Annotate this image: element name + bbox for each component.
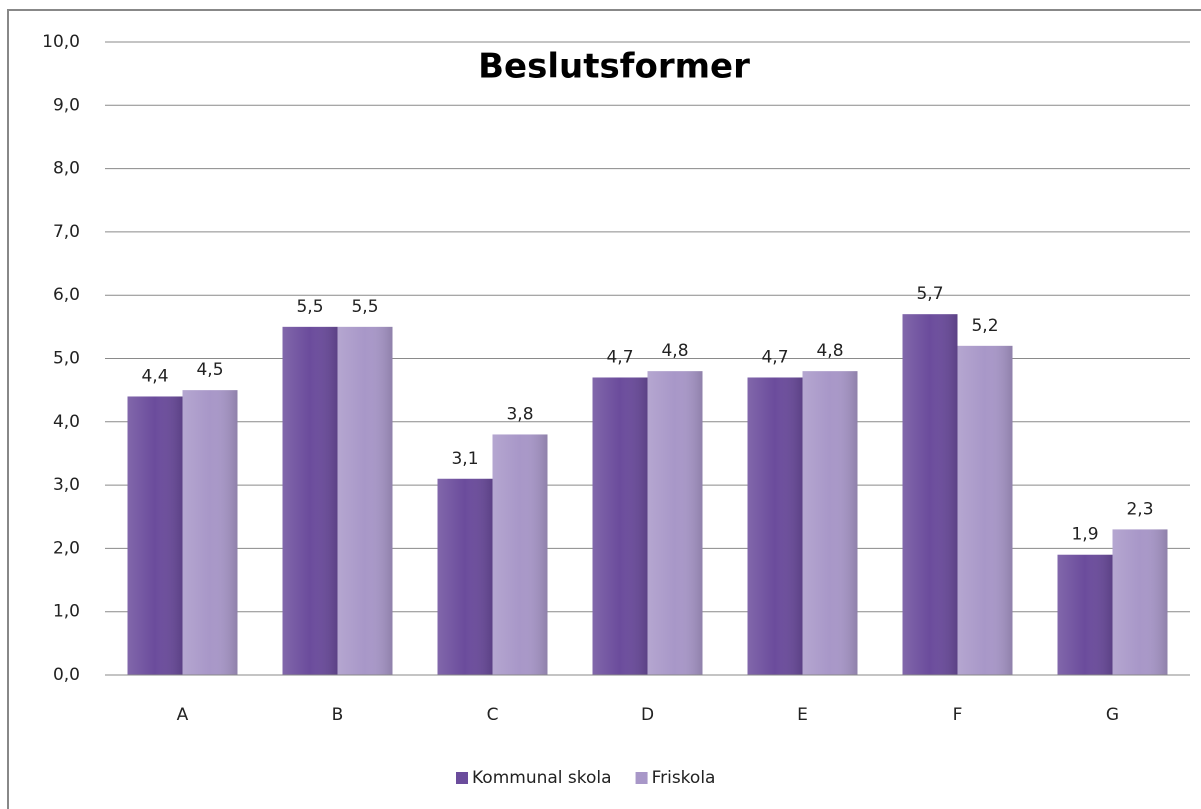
value-label: 4,8 — [661, 341, 688, 361]
y-tick-label: 7,0 — [53, 222, 80, 242]
y-tick-label: 6,0 — [53, 285, 80, 305]
y-tick-label: 9,0 — [53, 95, 80, 115]
value-label: 4,7 — [761, 347, 788, 367]
bar-shade — [337, 326, 393, 675]
value-label: 4,7 — [606, 347, 633, 367]
y-tick-label: 1,0 — [53, 602, 80, 622]
legend-label: Kommunal skola — [472, 768, 612, 788]
x-tick-label: D — [641, 705, 654, 725]
bar-shade — [592, 377, 648, 675]
y-tick-label: 2,0 — [53, 538, 80, 558]
bar-shade — [647, 371, 703, 675]
x-tick-label: G — [1106, 705, 1119, 725]
x-tick-label: A — [177, 705, 189, 725]
value-label: 5,5 — [351, 297, 378, 317]
value-label: 1,9 — [1071, 525, 1098, 545]
bar-shade — [492, 434, 548, 675]
bar-shade — [282, 326, 338, 675]
value-label: 2,3 — [1126, 499, 1153, 519]
value-label: 5,2 — [971, 316, 998, 336]
y-tick-label: 3,0 — [53, 475, 80, 495]
bar-shade — [802, 371, 858, 675]
value-label: 5,7 — [916, 284, 943, 304]
value-label: 4,4 — [141, 366, 168, 386]
legend-swatch — [635, 772, 648, 784]
bar-shade — [902, 314, 958, 675]
x-tick-label: C — [487, 705, 499, 725]
y-tick-label: 5,0 — [53, 349, 80, 369]
value-label: 5,5 — [296, 297, 323, 317]
y-tick-label: 0,0 — [53, 665, 80, 685]
value-label: 3,1 — [451, 449, 478, 469]
y-tick-label: 10,0 — [42, 32, 80, 52]
legend-swatch — [456, 772, 468, 784]
x-tick-label: E — [797, 705, 808, 725]
value-label: 4,5 — [196, 360, 223, 380]
y-tick-label: 4,0 — [53, 412, 80, 432]
bar-shade — [1112, 529, 1168, 675]
value-label: 3,8 — [506, 404, 533, 424]
bar-shade — [957, 345, 1013, 675]
bar-shade — [747, 377, 803, 675]
x-tick-label: F — [953, 705, 963, 725]
bar-shade — [182, 390, 238, 675]
bar-shade — [1057, 554, 1113, 675]
y-tick-label: 8,0 — [53, 159, 80, 179]
bar-shade — [437, 478, 493, 675]
legend-label: Friskola — [652, 768, 716, 788]
value-label: 4,8 — [816, 341, 843, 361]
chart-title: Beslutsformer — [478, 47, 750, 87]
x-tick-label: B — [332, 705, 344, 725]
bar-shade — [127, 396, 183, 675]
